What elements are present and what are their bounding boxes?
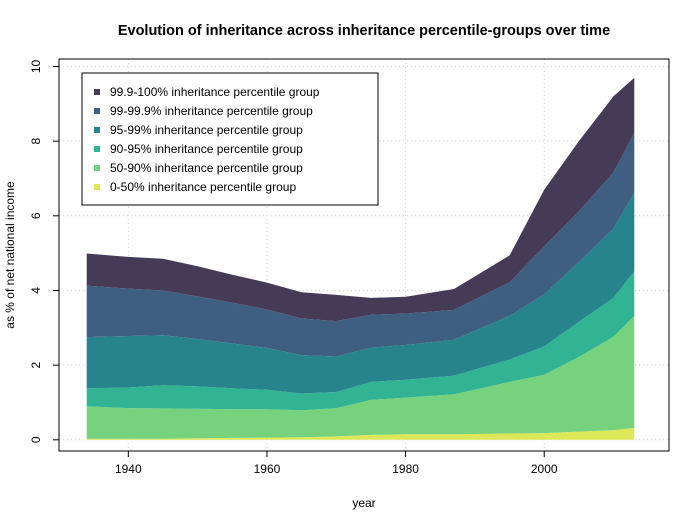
legend-swatch (94, 184, 100, 190)
y-tick-label: 8 (29, 137, 43, 144)
area-series-2 (86, 271, 635, 411)
legend-swatch (94, 127, 100, 133)
legend-label: 99-99.9% inheritance percentile group (110, 104, 313, 118)
x-axis: 1940 1960 1980 2000 (115, 451, 558, 476)
legend-swatch (94, 165, 100, 171)
legend-label: 50-90% inheritance percentile group (110, 161, 303, 175)
y-axis-label: as % of net national income (3, 181, 17, 329)
legend: 99.9-100% inheritance percentile group 99… (81, 72, 379, 206)
y-tick-label: 4 (29, 287, 43, 294)
area-series-4 (86, 132, 635, 357)
legend-box (81, 72, 379, 206)
x-tick-label: 1980 (392, 462, 419, 476)
legend-swatch (94, 146, 100, 152)
legend-label: 0-50% inheritance percentile group (110, 180, 296, 194)
x-axis-label: year (352, 496, 375, 510)
y-tick-label: 6 (29, 212, 43, 219)
legend-swatch (94, 108, 100, 114)
chart-title: Evolution of inheritance across inherita… (118, 23, 610, 39)
legend-label: 90-95% inheritance percentile group (110, 142, 303, 156)
stacked-areas (86, 77, 635, 440)
area-series-1 (86, 315, 635, 439)
legend-swatch (94, 89, 100, 95)
y-axis: 0 2 4 6 8 10 (29, 59, 59, 443)
area-series-0 (86, 427, 635, 440)
plot-frame (58, 58, 670, 452)
legend-label: 99.9-100% inheritance percentile group (110, 85, 320, 99)
x-tick-label: 1940 (115, 462, 142, 476)
y-tick-label: 0 (29, 436, 43, 443)
y-tick-label: 10 (29, 59, 43, 73)
x-tick-label: 2000 (531, 462, 558, 476)
area-series-3 (86, 192, 635, 394)
legend-label: 95-99% inheritance percentile group (110, 123, 303, 137)
x-tick-label: 1960 (254, 462, 281, 476)
y-tick-label: 2 (29, 361, 43, 368)
